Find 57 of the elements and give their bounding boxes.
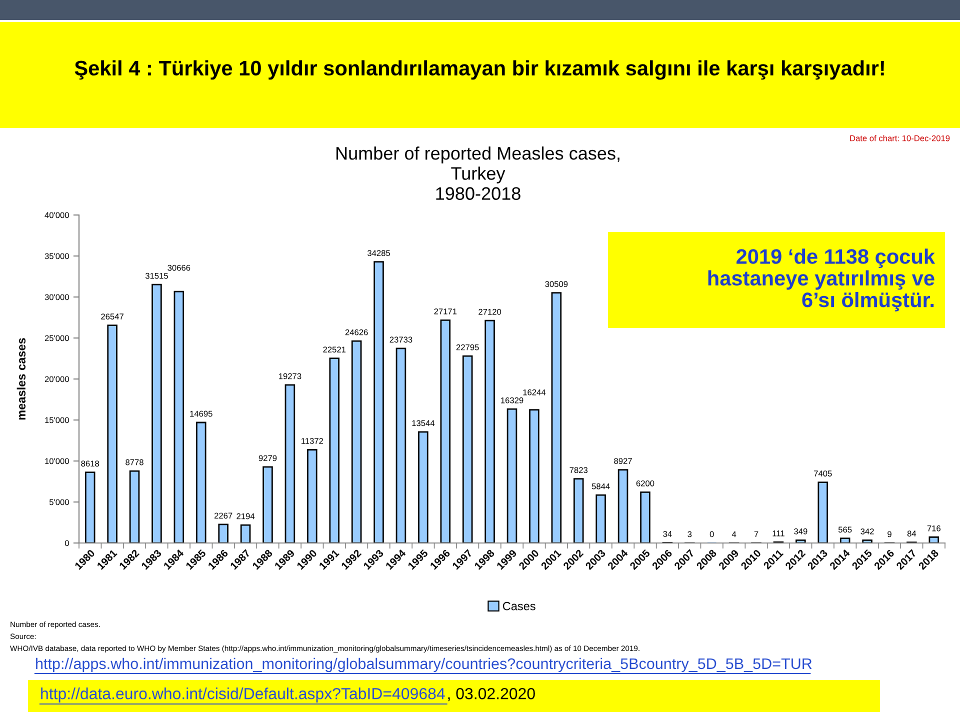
data-label: 34285 <box>368 250 390 256</box>
text: http://apps.who.int/immunization_monitoring/globalsummary/countries?countrycriteria_5Bcountry_5D_5B_5D=TUR <box>36 658 812 672</box>
data-label: 3 <box>688 531 692 538</box>
data-label: 0 <box>710 531 714 538</box>
y-tick-label: 20'000 <box>44 376 69 382</box>
data-label: 6200 <box>636 480 654 486</box>
text: http://data.euro.who.int/cisid/Default.aspx?TabID=409684 <box>41 688 445 702</box>
data-label: 23733 <box>390 336 412 343</box>
data-label: 8618 <box>81 460 100 467</box>
data-label: 14695 <box>190 410 212 417</box>
data-label: 2194 <box>236 513 255 520</box>
data-label: 565 <box>838 526 852 533</box>
data-label: 34 <box>663 531 672 537</box>
y-tick-label: 10'000 <box>45 458 69 464</box>
data-label: 7823 <box>570 467 588 474</box>
data-label: 7405 <box>814 470 832 476</box>
data-label: 8778 <box>126 459 144 466</box>
data-label: 9 <box>888 531 892 538</box>
data-label: 22521 <box>323 346 346 353</box>
data-label: 7 <box>754 531 758 538</box>
text: , 03.02.2020 <box>448 688 535 702</box>
data-label: 30666 <box>168 264 190 271</box>
y-tick-label: 40'000 <box>44 212 69 218</box>
data-label: 4 <box>732 531 736 538</box>
data-label: 30509 <box>545 281 568 288</box>
chart-subtitle: Number of reported Measles cases, Turkey 1980-2018 <box>336 146 620 200</box>
text: Date of chart: 10-Dec-2019 <box>850 135 950 142</box>
y-tick-label: 5'000 <box>49 499 69 506</box>
data-label: 16244 <box>523 389 546 396</box>
data-label: 13544 <box>412 420 435 426</box>
data-label: 11372 <box>302 438 324 444</box>
data-label: 2267 <box>214 512 232 519</box>
data-label: 716 <box>927 525 940 532</box>
y-tick-label: 0 <box>64 540 69 546</box>
y-tick-label: 25'000 <box>44 335 69 342</box>
chart-title: Şekil 4 : Türkiye 10 yıldır sonlandırılamayan bir kızamık salgını ile karşı karşıyadır! <box>74 60 884 80</box>
annotation: 2019 ‘de 1138 çocuk hastaneye yatırılmış ve 6’sı ölmüştür. <box>708 248 936 312</box>
data-label: 342 <box>860 528 874 534</box>
data-label: 5844 <box>592 483 610 490</box>
data-label: 26547 <box>101 314 124 320</box>
data-label: 349 <box>794 528 808 534</box>
y-tick-label: 30'000 <box>44 294 69 300</box>
data-label: 9279 <box>258 455 277 462</box>
data-label: 31515 <box>145 272 168 279</box>
data-label: 22795 <box>456 344 479 350</box>
data-label: 27120 <box>478 308 502 315</box>
y-tick-label: 15'000 <box>45 417 69 424</box>
data-label: 84 <box>907 530 916 536</box>
data-label: 19273 <box>279 373 302 380</box>
legend-label: Cases <box>502 602 536 610</box>
y-axis-title: measles cases <box>16 338 26 420</box>
data-label: 24626 <box>345 329 368 336</box>
data-label: 8927 <box>614 458 632 464</box>
data-label: 27171 <box>434 308 457 314</box>
y-tick-label: 35'000 <box>44 253 69 260</box>
data-label: 16329 <box>501 397 524 404</box>
data-label: 111 <box>772 530 784 536</box>
